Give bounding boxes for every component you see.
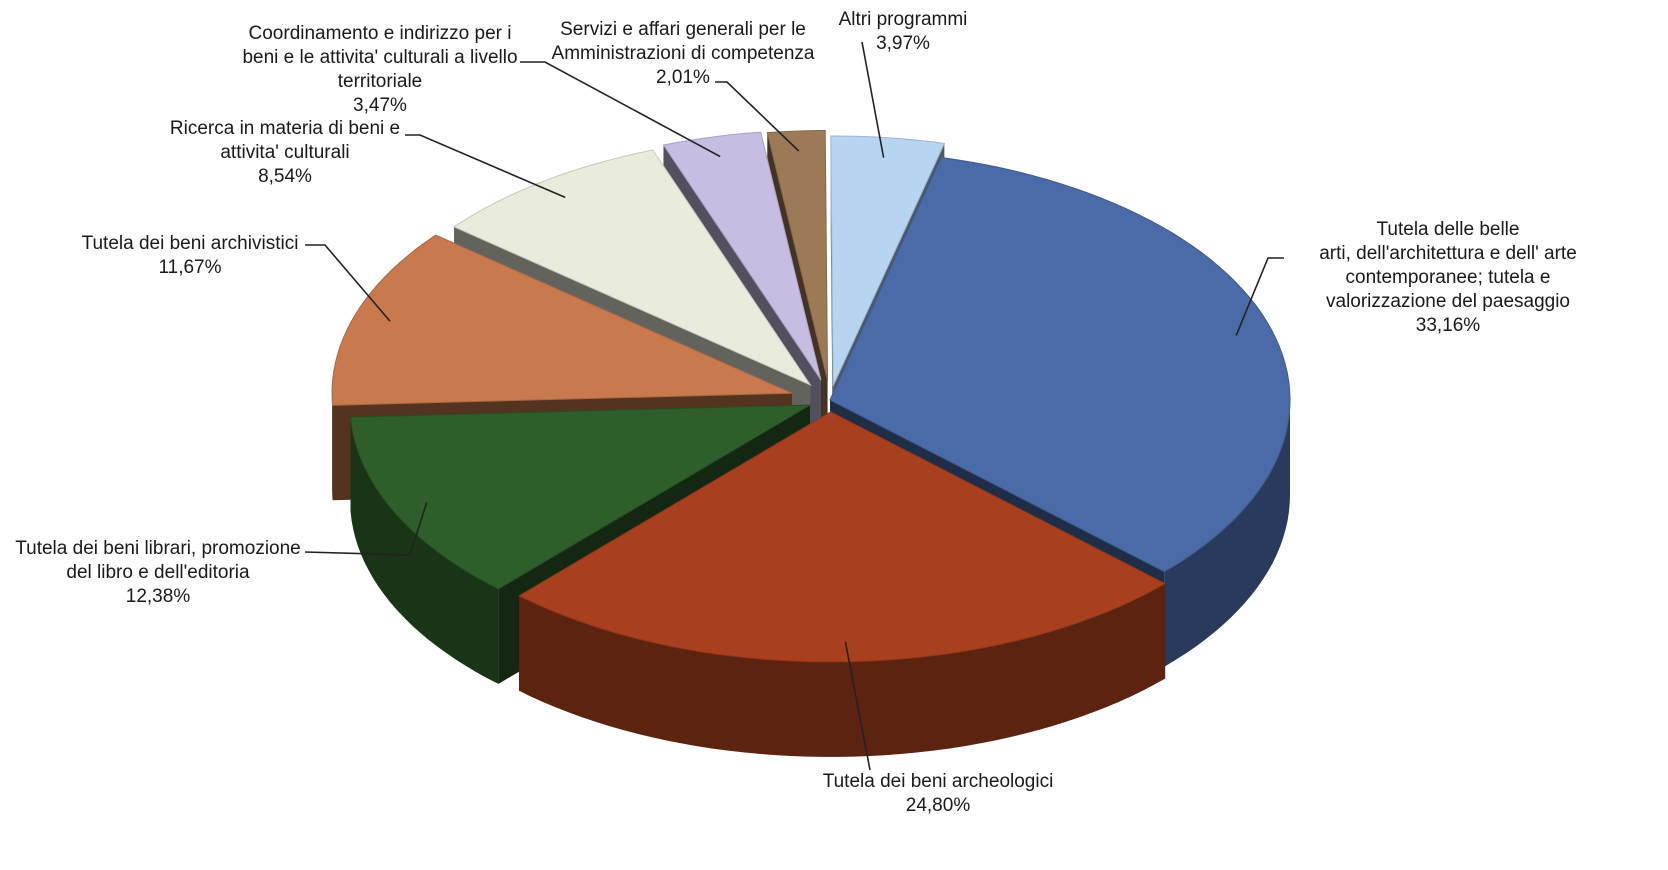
leader-line-6 (715, 81, 800, 152)
pie-slice-2 (350, 404, 812, 590)
pie-slice-5 (662, 131, 822, 381)
leader-line-2 (304, 502, 428, 556)
pie-slice-1 (518, 411, 1167, 663)
slice-rim-3-0 (332, 393, 333, 501)
slice-rim-0-0 (1164, 400, 1290, 667)
leader-line-7 (861, 41, 885, 158)
pie-slice-7 (830, 135, 946, 387)
leader-line-3 (305, 244, 391, 322)
leader-line-5 (520, 61, 721, 158)
leader-line-1 (844, 641, 871, 771)
pie-slice-6 (766, 129, 829, 381)
pie-slice-0 (829, 156, 1291, 573)
slice-rim-2-0 (350, 417, 499, 684)
leader-line-4 (405, 134, 566, 199)
pie-slice-3 (331, 234, 793, 406)
slice-rim-1-0 (519, 583, 1166, 757)
pie-slice-4 (452, 149, 812, 387)
leader-line-0 (1235, 257, 1284, 336)
